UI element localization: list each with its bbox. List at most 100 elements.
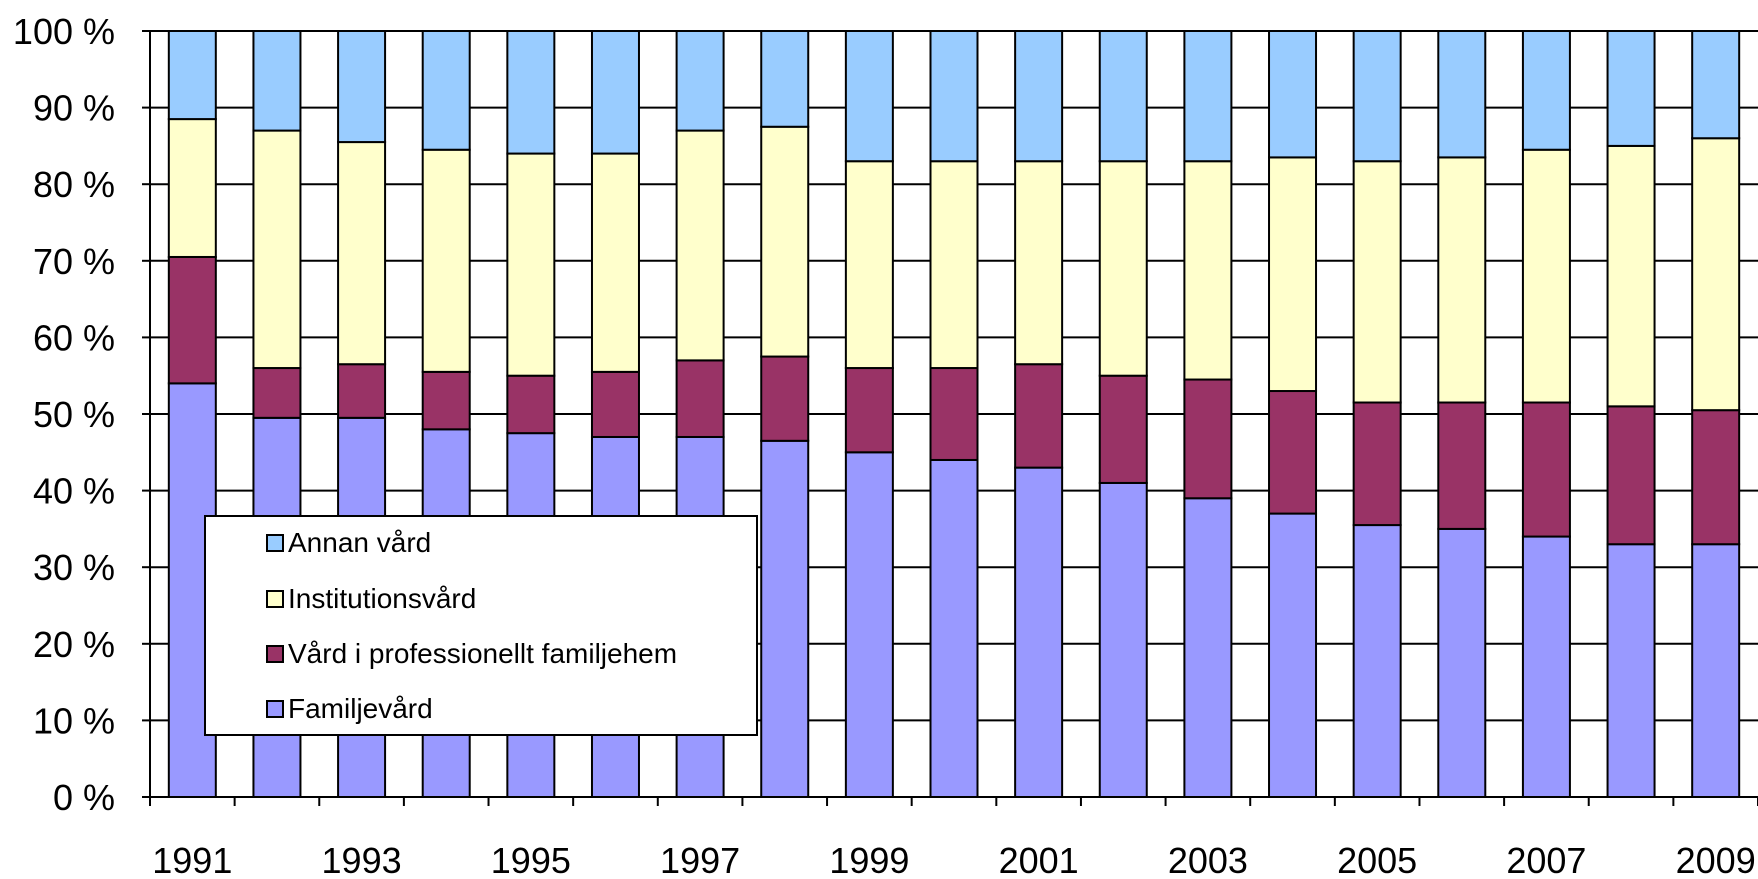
y-tick-label: 100 % bbox=[13, 11, 115, 52]
bar-segment bbox=[675, 30, 725, 132]
x-tick-label: 2005 bbox=[1337, 840, 1417, 879]
bar-segment bbox=[337, 30, 387, 144]
bar-segment bbox=[675, 129, 725, 362]
bar-segment bbox=[844, 30, 894, 163]
bar-segment bbox=[844, 451, 894, 798]
bar-segment bbox=[1521, 401, 1571, 538]
bar-segment bbox=[760, 125, 810, 358]
legend-swatch bbox=[266, 645, 284, 663]
bar-segment bbox=[1268, 30, 1318, 159]
bar-segment bbox=[1691, 30, 1741, 140]
legend-label: Institutionsvård bbox=[288, 583, 477, 614]
bar-segment bbox=[760, 355, 810, 442]
bar-segment bbox=[1352, 30, 1402, 163]
bar-segment bbox=[1437, 156, 1487, 404]
bar-segment bbox=[1437, 30, 1487, 159]
bar-segment bbox=[1098, 481, 1148, 798]
legend-item: Vård i professionellt familjehem bbox=[266, 638, 678, 669]
x-tick-label: 1993 bbox=[322, 840, 402, 879]
bar-segment bbox=[1183, 378, 1233, 500]
bar-segment bbox=[1691, 137, 1741, 412]
legend-swatch bbox=[266, 590, 284, 608]
x-tick-label: 2007 bbox=[1506, 840, 1586, 879]
bar-segment bbox=[337, 363, 387, 419]
bar-segment bbox=[1521, 148, 1571, 404]
y-tick-label: 10 % bbox=[33, 700, 115, 741]
legend-label: Familjevård bbox=[288, 693, 433, 724]
x-tick-label: 1991 bbox=[152, 840, 232, 879]
x-axis-tick-labels: 1991 1993 1995 1997 1999 2001 2003 2005 2007 2009 bbox=[152, 840, 1755, 879]
bar-segment bbox=[929, 458, 979, 798]
legend: Annan vård Institutionsvård Vård i profess… bbox=[204, 515, 758, 736]
bar-segment bbox=[167, 118, 217, 258]
x-tick-label: 2001 bbox=[999, 840, 1079, 879]
bar-segment bbox=[590, 370, 640, 438]
bar-segment bbox=[590, 152, 640, 373]
bar-segment bbox=[1352, 160, 1402, 404]
legend-label: Annan vård bbox=[288, 527, 432, 558]
bar-segment bbox=[929, 367, 979, 461]
bar-segment bbox=[929, 160, 979, 370]
bar-segment bbox=[1014, 363, 1064, 469]
bar-segment bbox=[1098, 30, 1148, 163]
bar-segment bbox=[506, 30, 556, 155]
x-tick-label: 1999 bbox=[829, 840, 909, 879]
legend-label: Vård i professionellt familjehem bbox=[288, 638, 678, 669]
y-tick-label: 80 % bbox=[33, 164, 115, 205]
bar-segment bbox=[1098, 374, 1148, 484]
bar-segment bbox=[1014, 30, 1064, 163]
bar-segment bbox=[590, 30, 640, 155]
y-tick-label: 0 % bbox=[53, 777, 115, 818]
bar-segment bbox=[1268, 512, 1318, 799]
bar-segment bbox=[1521, 535, 1571, 798]
bar-segment bbox=[760, 439, 810, 798]
bar-segment bbox=[1691, 543, 1741, 798]
bar-segment bbox=[929, 30, 979, 163]
bar-segment bbox=[1606, 30, 1656, 147]
bar-segment bbox=[1437, 401, 1487, 530]
bar-segment bbox=[421, 30, 471, 151]
bar-segment bbox=[506, 374, 556, 435]
bar-segment bbox=[252, 30, 302, 132]
bar-segment bbox=[506, 152, 556, 377]
bar-segment bbox=[1352, 401, 1402, 527]
bar-segment bbox=[167, 30, 217, 121]
legend-item: Familjevård bbox=[266, 693, 433, 724]
bar-segment bbox=[167, 255, 217, 385]
y-tick-label: 20 % bbox=[33, 624, 115, 665]
bar-segment bbox=[1014, 466, 1064, 798]
bar-segment bbox=[1268, 390, 1318, 515]
y-tick-label: 60 % bbox=[33, 317, 115, 358]
x-tick-label: 2009 bbox=[1676, 840, 1756, 879]
bar-segment bbox=[1098, 160, 1148, 377]
axes bbox=[142, 30, 1758, 806]
y-tick-label: 30 % bbox=[33, 547, 115, 588]
bar-segment bbox=[844, 367, 894, 454]
bar-segment bbox=[1521, 30, 1571, 151]
legend-swatch bbox=[266, 534, 284, 552]
y-tick-label: 40 % bbox=[33, 471, 115, 512]
bar-segment bbox=[1183, 497, 1233, 798]
bar-segment bbox=[1606, 405, 1656, 546]
bar-segment bbox=[337, 141, 387, 366]
y-tick-label: 50 % bbox=[33, 394, 115, 435]
legend-item: Institutionsvård bbox=[266, 583, 477, 614]
x-tick-label: 1997 bbox=[660, 840, 740, 879]
bar-segment bbox=[1183, 30, 1233, 163]
legend-swatch bbox=[266, 700, 284, 718]
bar-segment bbox=[1691, 409, 1741, 546]
bar-segment bbox=[1606, 543, 1656, 798]
bar-segment bbox=[844, 160, 894, 370]
y-axis-tick-labels: 0 % 10 % 20 % 30 % 40 % 50 % 60 % 70 % 80 % 90 % 1… bbox=[13, 11, 115, 818]
y-tick-label: 90 % bbox=[33, 88, 115, 129]
bar-segment bbox=[421, 370, 471, 431]
bars-group bbox=[167, 30, 1741, 799]
legend-item: Annan vård bbox=[266, 527, 432, 558]
bar-segment bbox=[1437, 527, 1487, 799]
bar-segment bbox=[1352, 524, 1402, 798]
bar-segment bbox=[1183, 160, 1233, 381]
bar-segment bbox=[421, 148, 471, 373]
bar-segment bbox=[760, 30, 810, 128]
bar-segment bbox=[1606, 144, 1656, 408]
